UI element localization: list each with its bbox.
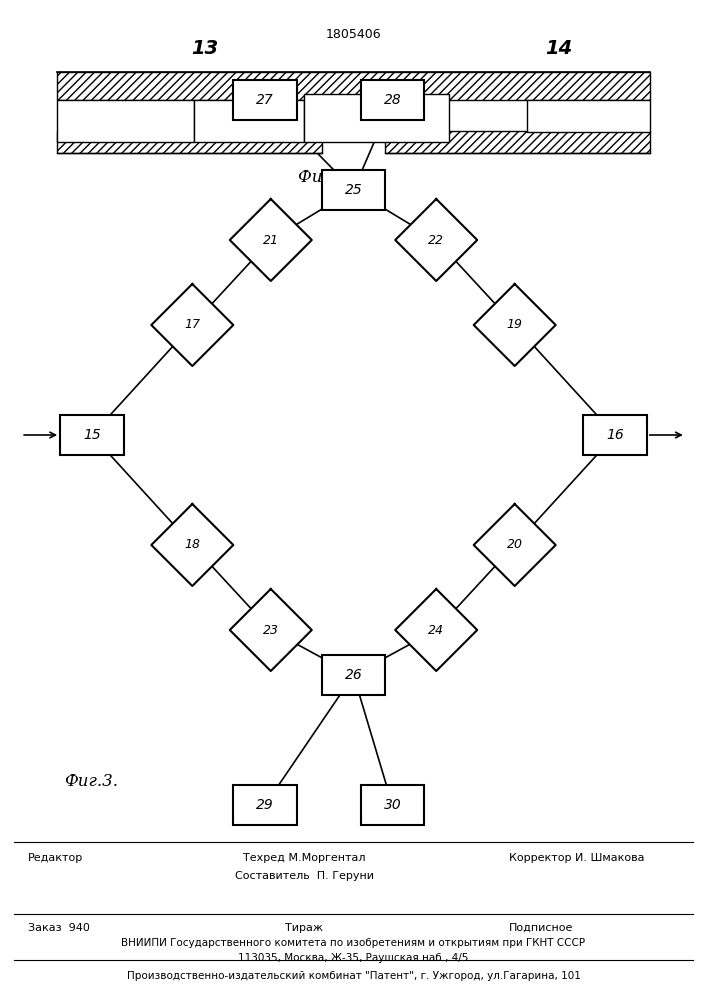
- Text: 15: 15: [83, 428, 101, 442]
- Bar: [385, 131, 650, 153]
- Text: Заказ  940: Заказ 940: [28, 923, 90, 933]
- Bar: [57, 72, 650, 100]
- Text: Составитель  П. Геруни: Составитель П. Геруни: [235, 871, 373, 881]
- Polygon shape: [230, 589, 312, 671]
- Polygon shape: [230, 199, 312, 281]
- Polygon shape: [151, 284, 233, 366]
- Bar: [233, 80, 297, 120]
- Bar: [57, 100, 194, 142]
- Bar: [361, 785, 424, 825]
- Text: ВНИИПИ Государственного комитета по изобретениям и открытиям при ГКНТ СССР: ВНИИПИ Государственного комитета по изоб…: [122, 938, 585, 948]
- Text: Подписное: Подписное: [509, 923, 573, 933]
- Bar: [60, 415, 124, 455]
- Text: 23: 23: [263, 624, 279, 637]
- Bar: [322, 655, 385, 695]
- Text: 24: 24: [428, 624, 444, 637]
- Polygon shape: [151, 504, 233, 586]
- Text: Фиг. 2: Фиг. 2: [298, 169, 352, 186]
- Text: 25: 25: [344, 183, 363, 197]
- Polygon shape: [474, 284, 556, 366]
- Text: 26: 26: [344, 668, 363, 682]
- Text: 27: 27: [256, 93, 274, 107]
- Polygon shape: [474, 504, 556, 586]
- Polygon shape: [395, 199, 477, 281]
- Text: 21: 21: [263, 233, 279, 246]
- Text: Фиг.3.: Фиг.3.: [64, 774, 117, 790]
- Text: 28: 28: [383, 93, 402, 107]
- Text: 13: 13: [192, 39, 218, 58]
- Text: Техред М.Моргентал: Техред М.Моргентал: [243, 853, 366, 863]
- Text: 29: 29: [256, 798, 274, 812]
- Text: 20: 20: [507, 538, 522, 552]
- Text: Редактор: Редактор: [28, 853, 83, 863]
- Bar: [194, 100, 304, 142]
- Bar: [233, 785, 297, 825]
- Bar: [322, 170, 385, 210]
- Text: Тираж: Тираж: [285, 923, 323, 933]
- Text: 18: 18: [185, 538, 200, 552]
- Text: Корректор И. Шмакова: Корректор И. Шмакова: [509, 853, 645, 863]
- Text: Производственно-издательский комбинат "Патент", г. Ужгород, ул.Гагарина, 101: Производственно-издательский комбинат "П…: [127, 971, 580, 981]
- Bar: [583, 415, 647, 455]
- Text: 22: 22: [428, 233, 444, 246]
- Polygon shape: [395, 589, 477, 671]
- Text: 17: 17: [185, 318, 200, 332]
- Text: 16: 16: [606, 428, 624, 442]
- Text: 19: 19: [507, 318, 522, 332]
- Text: 113035, Москва, Ж-35, Раушская наб., 4/5: 113035, Москва, Ж-35, Раушская наб., 4/5: [238, 953, 469, 963]
- Bar: [304, 94, 449, 142]
- Text: 1805406: 1805406: [326, 28, 381, 41]
- Text: 14: 14: [545, 39, 572, 58]
- Bar: [361, 80, 424, 120]
- Bar: [57, 131, 322, 153]
- Bar: [527, 100, 650, 132]
- Text: 30: 30: [383, 798, 402, 812]
